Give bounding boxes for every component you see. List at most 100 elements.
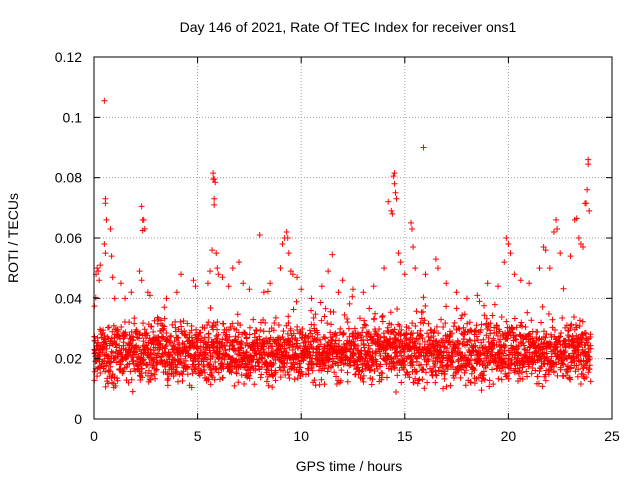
data-point-2979 [503,235,510,241]
y-tick-label-6: 0.12 [55,49,82,65]
x-tick-label-5: 25 [604,428,620,444]
data-point-2259 [480,372,487,379]
data-point-1506 [350,351,357,358]
data-point-1939 [425,320,432,327]
data-point-978 [259,355,266,362]
data-point-245 [132,351,139,358]
data-point-1778 [397,336,404,343]
data-point-669 [205,376,212,383]
data-point-2248 [478,321,485,328]
data-point-2914 [209,247,216,254]
data-point-285 [140,320,147,327]
data-point-2974 [463,295,470,302]
data-point-716 [214,326,221,333]
data-point-1105 [281,345,288,352]
data-point-2997 [577,241,584,248]
data-point-1162 [290,359,297,366]
data-point-1823 [404,369,411,376]
data-point-2025 [440,385,447,392]
data-point-2600 [539,383,546,390]
data-point-129 [112,382,119,389]
data-point-292 [140,338,147,345]
data-point-2480 [519,323,526,330]
data-point-2913 [207,268,214,275]
data-point-1829 [405,325,412,332]
data-point-626 [198,335,205,342]
data-point-1990 [433,323,440,330]
data-point-2822 [577,351,584,358]
data-point-1544 [356,315,363,322]
x-tick-label-3: 15 [397,428,413,444]
data-point-1917 [421,338,428,345]
data-point-520 [179,349,186,356]
data-point-1740 [391,326,398,333]
data-point-1753 [393,388,400,395]
data-point-682 [207,381,214,388]
data-point-2010 [437,342,444,349]
data-point-2465 [515,370,522,377]
x-tick-label-4: 20 [501,428,517,444]
data-point-2892 [108,253,115,260]
data-point-363 [153,366,160,373]
data-point-2154 [462,382,469,389]
data-point-1893 [417,327,424,334]
data-point-2260 [480,336,487,343]
data-point-311 [143,330,150,337]
data-point-2494 [520,342,527,349]
data-point-2283 [484,350,491,357]
data-point-2617 [542,377,549,384]
data-point-1404 [333,373,340,380]
data-point-1102 [280,367,287,374]
data-point-238 [131,315,138,322]
data-point-2255 [479,344,486,351]
data-point-2918 [212,179,219,186]
data-point-753 [219,374,226,381]
data-point-645 [202,350,209,357]
data-point-2975 [474,292,481,299]
data-point-2889 [101,241,108,248]
data-point-1606 [367,366,374,373]
data-point-1531 [354,342,361,349]
data-point-1593 [365,342,372,349]
data-point-1099 [280,328,287,335]
data-point-1590 [365,348,372,355]
data-point-1015 [266,328,273,335]
data-point-521 [179,371,186,378]
data-point-2996 [575,235,582,241]
data-point-1312 [316,336,323,343]
data-point-863 [238,339,245,346]
data-point-1481 [345,325,352,332]
data-point-1760 [394,372,401,379]
data-point-643 [201,369,208,376]
data-point-2126 [457,374,464,381]
data-point-2210 [471,380,478,387]
data-point-1127 [284,330,291,337]
data-point-660 [205,319,212,326]
data-point-2900 [140,216,147,223]
data-point-2969 [422,271,429,278]
data-point-155 [116,365,123,372]
data-point-1195 [297,364,304,371]
data-point-750 [220,320,227,327]
data-point-2318 [490,337,497,344]
data-point-2114 [455,325,462,332]
data-point-2453 [513,324,520,331]
data-point-2917 [211,176,218,183]
data-point-1571 [361,321,368,328]
data-point-2662 [549,316,556,323]
data-point-688 [208,369,215,376]
data-point-903 [246,372,253,379]
data-point-2068 [447,382,454,389]
data-point-760 [221,356,228,363]
data-point-2891 [107,225,114,232]
data-point-2801 [573,324,580,331]
data-point-2189 [467,357,474,364]
data-point-2970 [432,256,439,263]
data-point-2277 [483,315,490,322]
data-point-2152 [461,369,468,376]
data-point-1674 [379,312,386,319]
data-point-670 [206,360,213,367]
data-point-2935 [283,228,290,235]
data-point-2681 [553,361,560,368]
